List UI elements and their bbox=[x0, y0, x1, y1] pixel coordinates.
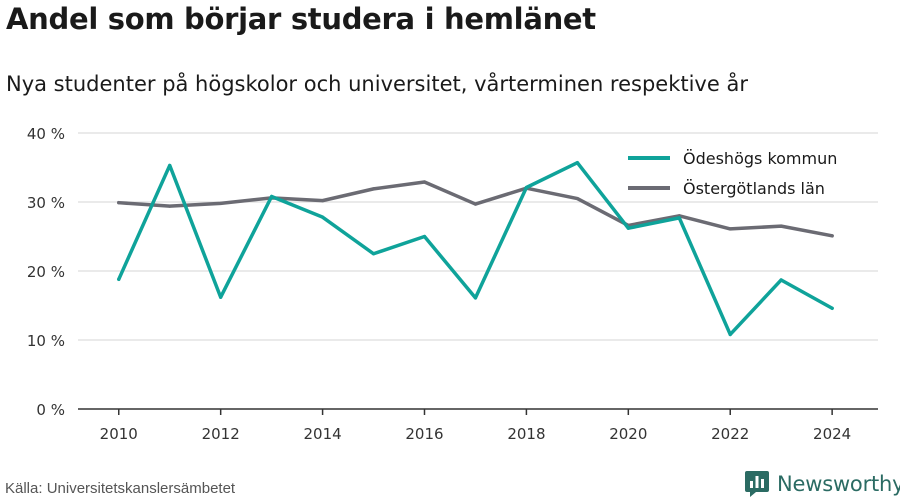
data-point bbox=[830, 306, 834, 310]
x-tick-label: 2010 bbox=[100, 425, 138, 443]
data-point bbox=[830, 234, 834, 238]
data-point bbox=[371, 252, 376, 256]
x-tick-label: 2016 bbox=[405, 425, 443, 443]
data-point bbox=[677, 216, 681, 220]
x-tick-label: 2012 bbox=[202, 425, 240, 443]
data-point bbox=[728, 332, 732, 337]
y-tick-label: 0 % bbox=[36, 401, 65, 419]
x-tick-label: 2018 bbox=[507, 425, 545, 443]
data-point bbox=[168, 204, 172, 208]
brand-name: Newsworthy bbox=[777, 472, 900, 496]
newsworthy-logo-icon bbox=[745, 471, 769, 497]
axis-layer: 0 % 10 % 20 % 30 % 40 % 2010 2012 2014 2016 2018 2… bbox=[27, 125, 878, 443]
y-tick-label: 40 % bbox=[27, 125, 65, 143]
x-tick-label: 2024 bbox=[813, 425, 851, 443]
y-tick-label: 20 % bbox=[27, 263, 65, 281]
series-layer bbox=[117, 160, 834, 337]
data-point bbox=[473, 296, 478, 300]
data-point bbox=[779, 224, 783, 228]
legend: Ödeshögs kommun Östergötlands län bbox=[628, 149, 837, 198]
data-point bbox=[524, 185, 529, 190]
data-point bbox=[117, 277, 121, 281]
data-point bbox=[270, 194, 274, 199]
x-tick-label: 2020 bbox=[609, 425, 647, 443]
data-point bbox=[422, 234, 427, 239]
y-tick-label: 30 % bbox=[27, 194, 65, 212]
data-point bbox=[575, 161, 579, 165]
chart-subtitle: Nya studenter på högskolor och universit… bbox=[6, 72, 748, 96]
data-point bbox=[575, 196, 579, 201]
legend-label: Ödeshögs kommun bbox=[683, 149, 837, 168]
y-tick-label: 10 % bbox=[27, 332, 65, 350]
data-point bbox=[626, 226, 630, 230]
data-point bbox=[779, 278, 783, 282]
brand: Newsworthy bbox=[744, 469, 900, 499]
data-point bbox=[117, 201, 121, 205]
data-point bbox=[320, 215, 325, 219]
chart-title: Andel som börjar studera i hemlänet bbox=[6, 2, 596, 36]
x-tick-label: 2022 bbox=[711, 425, 749, 443]
data-point bbox=[422, 180, 427, 184]
data-point bbox=[219, 201, 223, 205]
data-point bbox=[320, 199, 325, 203]
source-note: Källa: Universitetskanslersämbetet bbox=[5, 480, 236, 497]
x-tick-label: 2014 bbox=[303, 425, 341, 443]
legend-label: Östergötlands län bbox=[683, 179, 825, 198]
data-point bbox=[371, 187, 376, 191]
data-point bbox=[219, 295, 223, 299]
data-point bbox=[728, 227, 732, 231]
data-point bbox=[473, 202, 478, 206]
data-point bbox=[168, 163, 172, 168]
